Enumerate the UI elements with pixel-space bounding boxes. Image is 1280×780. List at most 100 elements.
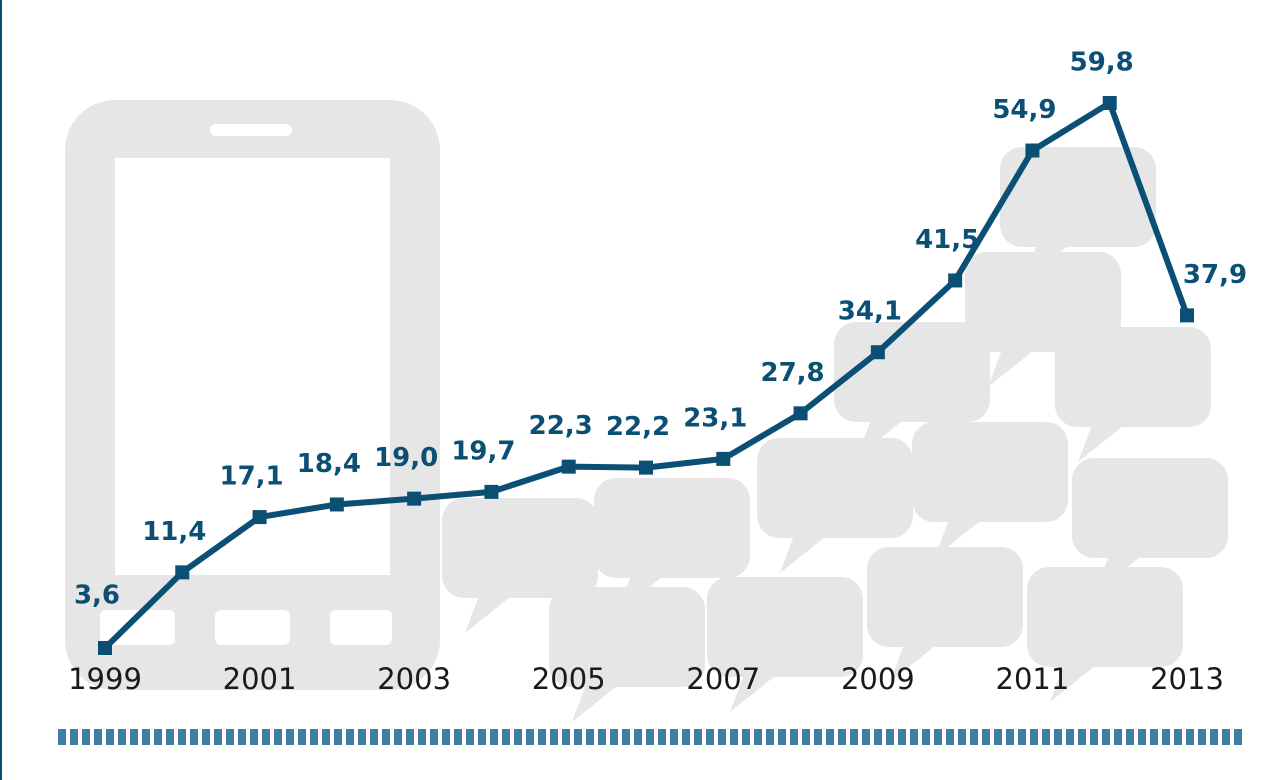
bubble-body bbox=[912, 422, 1068, 522]
dash bbox=[694, 729, 702, 745]
data-label: 11,4 bbox=[142, 517, 206, 547]
dash bbox=[1234, 729, 1242, 745]
bubble-body bbox=[707, 577, 863, 677]
dash bbox=[838, 729, 846, 745]
bubble-tail bbox=[890, 642, 940, 682]
dash bbox=[754, 729, 762, 745]
dash bbox=[934, 729, 942, 745]
bubble-body bbox=[1027, 567, 1183, 667]
x-tick-label: 2003 bbox=[377, 662, 451, 696]
x-tick-label: 2013 bbox=[1150, 662, 1224, 696]
dash bbox=[70, 729, 78, 745]
dash bbox=[970, 729, 978, 745]
dash bbox=[1186, 729, 1194, 745]
bubble-tail bbox=[572, 682, 622, 722]
bubble-tail bbox=[730, 672, 780, 712]
dash bbox=[526, 729, 534, 745]
marker bbox=[948, 273, 963, 288]
marker bbox=[1025, 143, 1040, 158]
dash bbox=[718, 729, 726, 745]
sms-bubbles bbox=[442, 147, 1228, 722]
dash bbox=[190, 729, 198, 745]
dash bbox=[418, 729, 426, 745]
dash bbox=[322, 729, 330, 745]
dash bbox=[478, 729, 486, 745]
data-label: 17,1 bbox=[219, 462, 283, 492]
dash bbox=[106, 729, 114, 745]
marker bbox=[639, 460, 653, 475]
dash bbox=[1222, 729, 1230, 745]
bubble-body bbox=[867, 547, 1023, 647]
data-label: 19,0 bbox=[374, 443, 438, 473]
dash bbox=[1126, 729, 1134, 745]
dash bbox=[310, 729, 318, 745]
sms-bubble bbox=[912, 422, 1068, 557]
dash bbox=[1018, 729, 1026, 745]
data-label: 27,8 bbox=[760, 358, 824, 388]
dash bbox=[1066, 729, 1074, 745]
dash bbox=[1138, 729, 1146, 745]
dash bbox=[586, 729, 594, 745]
dash bbox=[238, 729, 246, 745]
dash bbox=[370, 729, 378, 745]
dash bbox=[622, 729, 630, 745]
dash bbox=[634, 729, 642, 745]
dash bbox=[562, 729, 570, 745]
dash bbox=[862, 729, 870, 745]
dash bbox=[154, 729, 162, 745]
sms-bubble bbox=[442, 498, 598, 633]
data-label: 18,4 bbox=[297, 449, 361, 479]
x-tick-label: 2011 bbox=[996, 662, 1070, 696]
x-tick-label: 2007 bbox=[686, 662, 760, 696]
dash bbox=[574, 729, 582, 745]
data-label: 37,9 bbox=[1183, 260, 1247, 290]
dash bbox=[886, 729, 894, 745]
dash bbox=[298, 729, 306, 745]
dash bbox=[1030, 729, 1038, 745]
dash bbox=[910, 729, 918, 745]
bubble-tail bbox=[857, 417, 907, 457]
dash bbox=[898, 729, 906, 745]
dash bbox=[766, 729, 774, 745]
dash bbox=[274, 729, 282, 745]
dash bbox=[550, 729, 558, 745]
bottom-dashed-rule bbox=[58, 729, 1242, 745]
dash bbox=[394, 729, 402, 745]
sms-bubble bbox=[757, 438, 913, 573]
x-tick-label: 2009 bbox=[841, 662, 915, 696]
dash bbox=[58, 729, 66, 745]
data-label: 54,9 bbox=[992, 95, 1056, 125]
dash bbox=[1102, 729, 1110, 745]
bubble-body bbox=[1000, 147, 1156, 247]
bubble-body bbox=[757, 438, 913, 538]
dash bbox=[118, 729, 126, 745]
dash bbox=[202, 729, 210, 745]
dash bbox=[142, 729, 150, 745]
dash bbox=[454, 729, 462, 745]
dash bbox=[1006, 729, 1014, 745]
data-label: 59,8 bbox=[1070, 48, 1134, 78]
dash bbox=[250, 729, 258, 745]
sms-bubble bbox=[1027, 567, 1183, 702]
bubble-tail bbox=[780, 533, 830, 573]
dash bbox=[178, 729, 186, 745]
data-label: 22,2 bbox=[606, 412, 670, 442]
bubble-tail bbox=[988, 347, 1038, 387]
dash bbox=[346, 729, 354, 745]
dash bbox=[130, 729, 138, 745]
dash bbox=[358, 729, 366, 745]
sms-bubble bbox=[867, 547, 1023, 682]
marker bbox=[561, 459, 576, 474]
marker bbox=[870, 345, 885, 360]
marker bbox=[793, 406, 808, 421]
dash bbox=[1114, 729, 1122, 745]
dash bbox=[514, 729, 522, 745]
bubble-body bbox=[594, 478, 750, 578]
bubble-tail bbox=[1078, 422, 1128, 462]
x-tick-label: 1999 bbox=[68, 662, 142, 696]
data-label: 41,5 bbox=[915, 225, 979, 255]
sms-bubble bbox=[1000, 147, 1156, 282]
dash bbox=[166, 729, 174, 745]
dash bbox=[598, 729, 606, 745]
